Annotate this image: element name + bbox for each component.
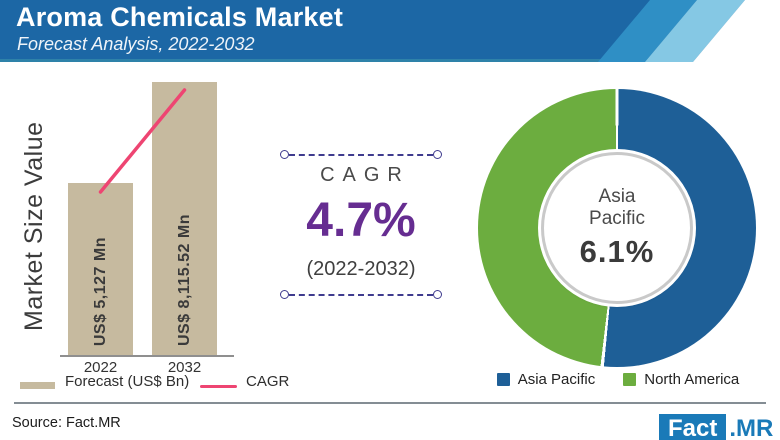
x-axis-line [60,355,234,357]
asia-pacific-swatch [496,373,510,386]
footer-divider [14,402,766,404]
donut-center: Asia Pacific 6.1% [541,152,693,304]
cagr-line-swatch [200,385,237,388]
page-subtitle: Forecast Analysis, 2022-2032 [17,34,255,54]
bar-2022-value-label: US$ 5,127 Mn [91,236,109,346]
factmr-logo: Fact .MR [659,414,773,440]
cagr-value: 4.7% [306,194,416,247]
north-america-legend-label: North America [644,371,740,388]
page-title: Aroma Chemicals Market [16,2,344,32]
cagr-heading: CAGR [320,164,410,186]
donut-legend: Asia Pacific North America [476,371,760,388]
source-text: Source: Fact.MR [12,415,121,431]
forecast-swatch [20,382,55,389]
cagr-legend-label: CAGR [246,373,290,390]
donut-ring: Asia Pacific 6.1% [478,89,756,367]
bar-2032-value-label: US$ 8,115.52 Mn [175,213,193,346]
x-tick-2022: 2022 [83,359,118,376]
factmr-logo-fact: Fact [659,414,727,440]
dashed-divider-top [280,150,442,159]
donut-center-label-line1: Asia [598,186,636,208]
donut-center-label-line2: Pacific [589,208,645,229]
north-america-swatch [623,373,637,386]
y-axis-label: Market Size Value [20,121,48,331]
legend-item-asia-pacific: Asia Pacific [496,371,596,388]
header-banner: Aroma Chemicals Market Forecast Analysis… [0,0,780,62]
donut-center-label: Asia Pacific [589,186,645,230]
donut-center-value: 6.1% [579,233,655,269]
cagr-period: (2022-2032) [306,258,416,280]
legend-item-north-america: North America [623,371,739,388]
bar-2022: US$ 5,127 Mn [68,183,133,356]
x-tick-2032: 2032 [167,359,202,376]
factmr-logo-mr: .MR [729,415,774,440]
bar-2032: US$ 8,115.52 Mn [152,82,217,356]
asia-pacific-legend-label: Asia Pacific [517,371,596,388]
dashed-divider-bottom [280,290,442,299]
forecast-legend-label: Forecast (US$ Bn) [65,373,190,390]
header-bottom-accent-line [0,59,780,62]
